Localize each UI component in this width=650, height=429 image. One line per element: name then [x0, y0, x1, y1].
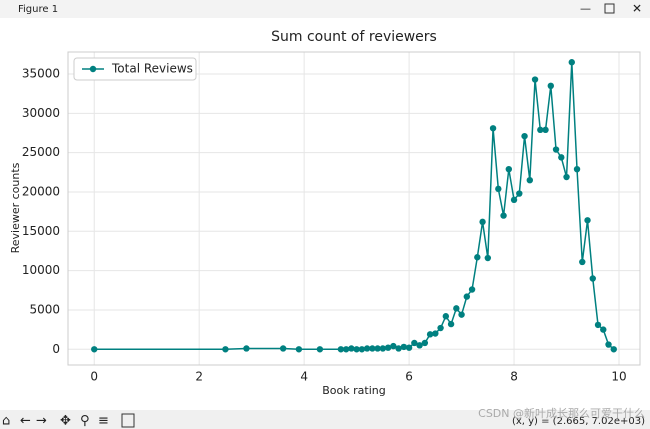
marker	[510, 196, 518, 204]
close[interactable]: ✕	[632, 2, 642, 16]
marker	[547, 82, 554, 90]
y-tick-label: 30000	[22, 106, 60, 120]
marker	[337, 346, 345, 353]
x-tick-label: 6	[405, 370, 413, 384]
x-tick-label: 0	[90, 370, 98, 384]
marker	[421, 339, 429, 347]
y-tick-label: 15000	[22, 224, 60, 238]
x-tick-label: 4	[300, 370, 308, 384]
marker	[426, 331, 434, 338]
marker	[316, 346, 324, 353]
zoom-button[interactable]: ⚲	[80, 414, 90, 429]
legend-marker	[89, 65, 97, 73]
marker	[542, 126, 549, 134]
marker	[374, 345, 381, 352]
pan-button[interactable]: ✥	[60, 414, 71, 429]
y-tick-label: 0	[52, 342, 60, 356]
x-tick-label: 2	[195, 370, 203, 384]
marker	[495, 185, 502, 193]
marker	[489, 125, 497, 132]
marker	[573, 165, 581, 173]
marker	[521, 132, 528, 140]
save-button[interactable]	[121, 413, 135, 428]
window-title: Figure 1	[18, 4, 58, 15]
marker	[579, 258, 586, 266]
line	[94, 62, 615, 351]
marker	[453, 305, 460, 312]
marker	[610, 346, 617, 353]
marker	[468, 286, 476, 293]
forward-button[interactable]: →	[36, 414, 47, 429]
marker	[416, 342, 423, 349]
home-button[interactable]: ⌂	[2, 414, 10, 429]
marker	[552, 146, 560, 153]
marker	[348, 345, 355, 352]
marker	[568, 59, 575, 66]
marker	[405, 344, 413, 351]
marker	[484, 254, 492, 262]
marker	[411, 339, 418, 347]
configure-button[interactable]: ≡	[98, 414, 109, 429]
marker	[369, 345, 376, 352]
marker	[463, 293, 471, 300]
marker	[432, 330, 439, 337]
marker	[353, 346, 360, 353]
marker	[243, 345, 250, 352]
marker	[384, 344, 392, 351]
back-button[interactable]: ←	[20, 414, 31, 429]
marker	[437, 324, 444, 332]
x-tick-label: 8	[510, 370, 518, 384]
chart-title: Sum count of reviewers	[271, 29, 437, 45]
marker	[390, 342, 397, 350]
marker	[479, 218, 486, 226]
marker	[600, 326, 607, 333]
marker	[505, 165, 513, 173]
toolbar	[0, 410, 650, 429]
marker	[295, 346, 303, 353]
title-bar	[0, 0, 650, 18]
x-tick-label: 10	[611, 370, 626, 384]
marker	[537, 126, 544, 134]
marker	[363, 345, 371, 352]
marker	[584, 217, 591, 224]
marker	[400, 343, 408, 351]
y-tick-label: 25000	[22, 145, 60, 159]
y-axis-label: Reviewer counts	[9, 162, 22, 253]
marker	[279, 345, 287, 352]
marker	[563, 173, 570, 181]
plot-frame	[67, 51, 641, 366]
y-tick-label: 5000	[29, 302, 60, 316]
y-tick-label: 10000	[22, 263, 60, 277]
status-text: (x, y) = (2.665, 7.02e+03)	[512, 416, 645, 427]
marker	[379, 345, 387, 352]
marker	[358, 346, 366, 353]
x-axis-label: Book rating	[322, 384, 385, 397]
marker	[91, 346, 98, 353]
marker	[516, 190, 523, 197]
watermark: CSDN @新叶成长那么可爱干什么	[478, 406, 645, 420]
marker	[474, 254, 481, 261]
minimize[interactable]: —	[580, 2, 591, 15]
marker	[342, 346, 350, 353]
marker	[222, 346, 229, 353]
marker	[531, 76, 539, 83]
marker	[500, 212, 507, 219]
y-tick-label: 35000	[22, 67, 60, 81]
marker	[395, 345, 402, 352]
marker	[458, 311, 465, 318]
marker	[589, 275, 596, 282]
legend-box	[73, 57, 197, 81]
marker	[558, 154, 565, 161]
y-tick-label: 20000	[22, 184, 60, 198]
marker	[442, 313, 450, 320]
marker	[594, 321, 602, 329]
maximize[interactable]	[604, 3, 615, 14]
marker	[605, 341, 612, 348]
legend-label: Total Reviews	[111, 62, 193, 76]
marker	[447, 320, 455, 328]
marker	[526, 176, 533, 184]
